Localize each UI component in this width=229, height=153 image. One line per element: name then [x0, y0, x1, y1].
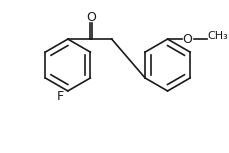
Text: CH₃: CH₃ — [206, 31, 227, 41]
Text: O: O — [182, 33, 192, 46]
Text: F: F — [56, 90, 63, 103]
Text: O: O — [85, 11, 95, 24]
